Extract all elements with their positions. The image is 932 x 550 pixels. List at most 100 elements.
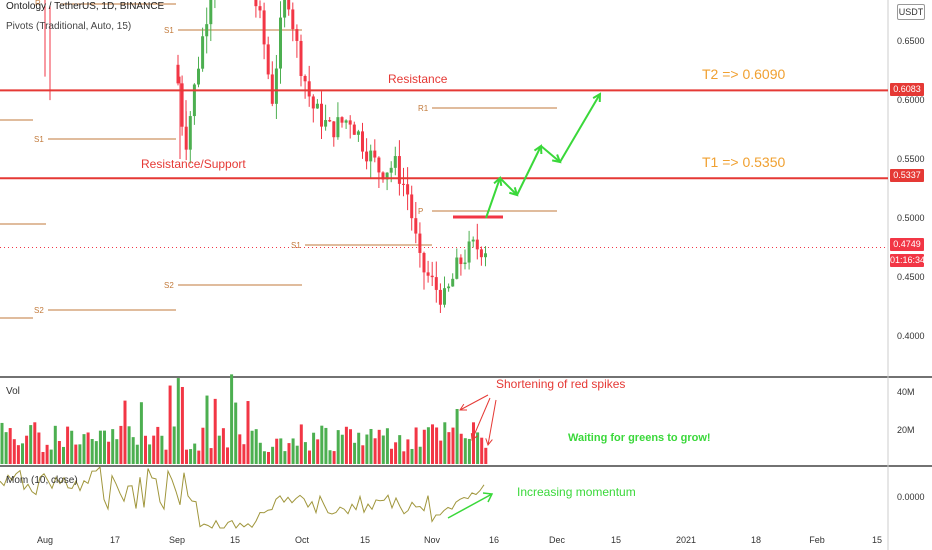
candle-body bbox=[320, 103, 323, 127]
volume-bar bbox=[451, 427, 455, 464]
projection-arrow-segment bbox=[485, 177, 501, 219]
candle-body bbox=[443, 288, 446, 305]
x-tick-label: 15 bbox=[611, 535, 621, 545]
volume-bar bbox=[189, 449, 193, 464]
volume-bar bbox=[447, 432, 451, 464]
volume-bar bbox=[197, 450, 201, 464]
candle-body bbox=[377, 157, 381, 173]
candle-body bbox=[471, 239, 475, 242]
volume-bar bbox=[308, 450, 311, 464]
volume-bar bbox=[340, 434, 344, 464]
candle-body bbox=[299, 40, 303, 76]
candle-body bbox=[287, 0, 291, 10]
volume-bar bbox=[246, 401, 250, 464]
candle-body bbox=[209, 0, 213, 25]
volume-bar bbox=[271, 446, 275, 464]
support-price-tag: 0.5337 bbox=[890, 169, 924, 182]
volume-label: Vol bbox=[6, 386, 20, 397]
candle-body bbox=[352, 124, 356, 135]
t1-target-label: T1 => 0.5350 bbox=[702, 154, 786, 170]
volume-bar bbox=[57, 440, 61, 464]
volume-bar bbox=[279, 438, 283, 464]
volume-bar bbox=[291, 438, 295, 464]
volume-bar bbox=[86, 432, 90, 464]
x-tick-label: Dec bbox=[549, 535, 566, 545]
x-tick-label: 15 bbox=[230, 535, 240, 545]
candle-body bbox=[201, 36, 205, 69]
volume-bar bbox=[406, 439, 410, 464]
pivot-level-label: S2 bbox=[164, 281, 174, 290]
volume-bar bbox=[320, 425, 324, 464]
candle-body bbox=[336, 117, 340, 138]
volume-bar bbox=[41, 451, 45, 464]
volume-bar bbox=[193, 443, 197, 464]
volume-bar bbox=[221, 428, 225, 464]
volume-bar bbox=[66, 426, 70, 464]
volume-bar bbox=[443, 422, 447, 464]
momentum-line bbox=[0, 465, 485, 529]
volume-bar bbox=[180, 386, 184, 464]
pivot-level-label: S1 bbox=[291, 241, 301, 250]
volume-bar bbox=[168, 385, 172, 464]
candle-body bbox=[307, 81, 311, 97]
volume-bar bbox=[316, 439, 320, 464]
projection-arrow-segment bbox=[499, 177, 518, 196]
volume-bar bbox=[164, 449, 168, 464]
candle-body bbox=[344, 120, 348, 123]
x-tick-label: Aug bbox=[37, 535, 53, 545]
x-tick-label: 17 bbox=[110, 535, 120, 545]
volume-bar bbox=[103, 430, 106, 464]
candle-body bbox=[197, 68, 200, 85]
y-tick-label: 0.5000 bbox=[897, 213, 925, 223]
volume-bar bbox=[267, 451, 270, 464]
candle-body bbox=[373, 150, 377, 158]
y-tick-label: 0.4500 bbox=[897, 272, 925, 282]
currency-selector[interactable]: USDT bbox=[897, 4, 925, 20]
volume-bar bbox=[37, 432, 41, 464]
x-tick-label: 15 bbox=[872, 535, 882, 545]
red-spike-arrowhead bbox=[485, 438, 493, 447]
t2-target-label: T2 => 0.6090 bbox=[702, 66, 786, 82]
candle-body bbox=[397, 156, 401, 184]
volume-bar bbox=[349, 429, 352, 464]
x-tick-label: 18 bbox=[751, 535, 761, 545]
red-spike-arrowhead bbox=[459, 403, 468, 411]
volume-bar bbox=[115, 439, 119, 464]
volume-bar bbox=[209, 448, 213, 464]
volume-bar bbox=[312, 432, 316, 464]
y-tick-label: 0.6000 bbox=[897, 95, 925, 105]
momentum-arrow bbox=[447, 493, 493, 519]
x-tick-label: Oct bbox=[295, 535, 310, 545]
candle-body bbox=[422, 252, 426, 273]
volume-bar bbox=[49, 449, 53, 464]
candle-body bbox=[467, 241, 471, 263]
volume-bar bbox=[439, 440, 443, 464]
candle-body bbox=[270, 74, 274, 104]
volume-bar bbox=[414, 427, 418, 464]
candle-body bbox=[332, 121, 336, 138]
candle-body bbox=[328, 120, 332, 122]
volume-bar bbox=[238, 434, 242, 464]
volume-bar bbox=[185, 449, 188, 464]
volume-bar bbox=[463, 438, 467, 464]
candle-body bbox=[406, 184, 410, 195]
candle-body bbox=[205, 24, 209, 37]
volume-bar bbox=[139, 402, 143, 464]
volume-bar bbox=[435, 427, 439, 464]
candle-body bbox=[340, 117, 344, 123]
x-tick-label: 16 bbox=[489, 535, 499, 545]
candle-body bbox=[365, 151, 369, 162]
volume-bar bbox=[324, 427, 328, 464]
volume-bar bbox=[78, 444, 82, 464]
volume-bar bbox=[361, 445, 365, 464]
projection-arrow-segment bbox=[559, 93, 601, 163]
volume-bar bbox=[431, 424, 434, 464]
volume-bar bbox=[299, 424, 303, 464]
candle-body bbox=[434, 277, 438, 290]
volume-bar bbox=[45, 444, 49, 464]
volume-tick-label: 40M bbox=[897, 387, 915, 397]
x-tick-label: 2021 bbox=[676, 535, 696, 545]
volume-bar bbox=[254, 429, 258, 464]
pivot-level-label: S2 bbox=[34, 306, 44, 315]
